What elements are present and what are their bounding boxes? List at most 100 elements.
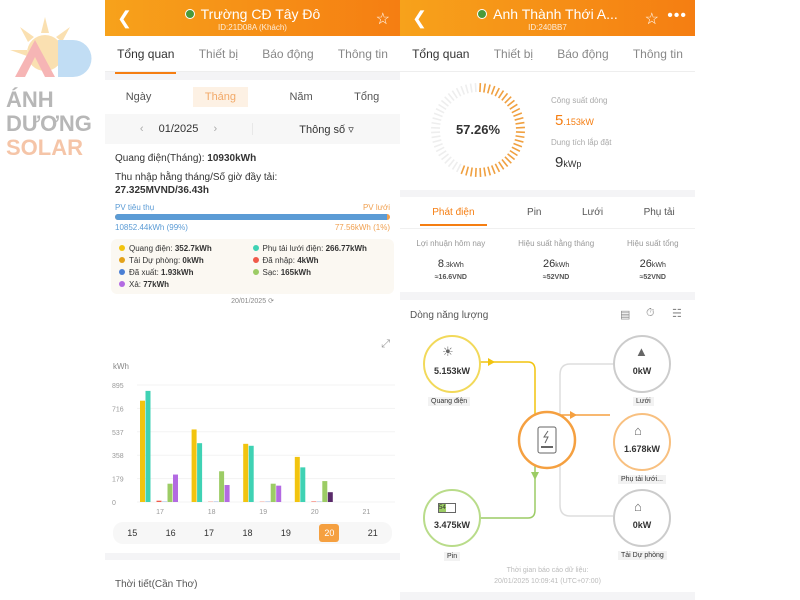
y-tick-label: 0 [112,500,116,507]
report-time: 20/01/2025 10:09:41 (UTC+07:00) [494,578,601,585]
timer-icon[interactable]: ⏱ [646,307,655,319]
energy-flow-diagram [423,335,671,547]
gauge-tick [486,84,491,94]
left-phone-screen: ❮ Trường CĐ Tây Đô ID:21D08A (Khách) ☆ T… [105,0,400,600]
subtab-load[interactable]: Phụ tải [643,207,675,218]
gauge-tick [451,161,459,170]
period-total[interactable]: Tổng [354,91,380,103]
load-power: 1.678kW [623,444,661,454]
prev-month-icon[interactable]: ‹ [139,123,144,135]
day-option[interactable]: 19 [280,528,291,538]
current-power: 5.153kW [555,112,594,129]
tab-overview[interactable]: Tổng quan [410,41,472,74]
pv-ratio-bar [115,214,390,220]
gauge-tick [483,167,487,177]
bar-Sạc-18 [219,471,225,502]
gauge-tick [444,96,452,104]
installed-capacity: 9kWp [555,154,582,171]
settings-sliders-icon[interactable]: ☵ [672,308,682,320]
y-tick-label: 537 [112,430,124,437]
subtab-generation[interactable]: Phát điện [420,199,487,226]
gauge-tick [483,83,487,93]
day-option[interactable]: 18 [242,528,253,538]
gauge-tick [464,84,469,94]
weather-card: Thời tiết(Cần Thơ) [105,560,400,600]
tab-info[interactable]: Thông tin [337,46,388,61]
subtab-grid[interactable]: Lưới [582,207,604,218]
plant-title: Trường CĐ Tây Đô [200,6,321,22]
refresh-icon: ⟳ [268,298,274,305]
tab-devices[interactable]: Thiết bị [198,46,239,61]
gauge-tick [460,165,466,175]
gauge-tick [451,90,458,99]
fullscreen-icon[interactable]: ⤢ [381,338,390,350]
gauge-tick [447,93,455,102]
house-backup-icon: ⌂ [634,499,642,514]
gauge-tick [487,166,492,176]
favorite-star-icon[interactable]: ☆ [644,11,659,28]
day-option[interactable]: 16 [165,528,176,538]
power-overview-card: 57.26% Công suất dòng 5.153kW Dung tích … [400,72,695,190]
bar-Xả-19 [276,485,282,502]
back-icon[interactable]: ❮ [117,8,133,28]
gauge-tick [509,149,518,157]
period-card: Ngày Tháng Năm Tổng ‹ 01/2025 › Thông số… [105,80,400,145]
bar-Xả-18 [224,485,230,502]
stat-item: Phụ tải lưới điện: 266.77kWh [252,244,387,253]
tab-alarms[interactable]: Báo động [262,46,314,61]
stat-item: Đã nhập: 4kWh [252,256,387,265]
bar-Quang-điện-17 [140,400,145,502]
power-tower-icon: ▲ [635,344,648,359]
favorite-star-icon[interactable]: ☆ [375,11,390,28]
more-icon[interactable]: ••• [667,7,687,24]
gauge-tick [501,158,509,167]
y-tick-label: 358 [112,453,124,460]
day-option[interactable]: 17 [204,528,215,538]
period-year[interactable]: Năm [289,91,313,103]
chart-card: ⤢ kWh 0 179 358 537 716 895 17 18 19 20 21 15 16 17 18… [105,338,400,553]
next-month-icon[interactable]: › [213,123,218,135]
x-tick-label: 17 [156,509,164,516]
gauge-tick [469,167,473,177]
gauge-tick [494,87,500,97]
bar-Phụ-tải-lưới-điện-18 [197,443,203,502]
params-filter-button[interactable]: Thông số ▿ [299,123,354,136]
tab-overview[interactable]: Tổng quan [115,41,177,74]
stat-item: Đã xuất: 1.93kWh [119,268,253,277]
day-option[interactable]: 21 [367,528,378,538]
list-icon[interactable]: ▤ [620,309,631,321]
bar-Xả-20 [327,492,333,502]
gauge-tick [435,108,445,114]
tab-devices[interactable]: Thiết bị [493,46,534,61]
y-tick-label: 895 [112,383,124,390]
x-tick-label: 18 [208,509,216,516]
subtab-battery[interactable]: Pin [527,207,542,218]
main-tabs: Tổng quan Thiết bị Báo động Thông tin [400,36,695,74]
tab-info[interactable]: Thông tin [632,46,683,61]
period-month[interactable]: Tháng [192,87,249,107]
metric-item: Lợi nhuận hôm nay 8.3kWh ≈16.6VND [416,239,486,281]
day-option[interactable]: 15 [127,528,138,538]
gauge-tick [438,150,447,157]
gauge-tick [515,135,525,139]
gauge-tick [494,163,501,173]
plant-id: ID:21D08A (Khách) [218,23,287,32]
back-icon[interactable]: ❮ [412,8,428,28]
backup-power: 0kW [632,520,652,530]
x-tick-label: 20 [311,509,319,516]
gauge-tick [511,107,521,114]
day-option[interactable]: 20 [319,524,340,542]
legend-dot [252,269,259,275]
main-tabs: Tổng quan Thiết bị Báo động Thông tin [105,36,400,74]
month-display[interactable]: 01/2025 [158,123,199,135]
gauge-tick [431,135,441,139]
bar-Phụ-tải-lưới-điện-20 [300,467,306,502]
gauge-tick [432,117,442,122]
battery-icon: 54 [438,503,456,513]
period-day[interactable]: Ngày [125,91,152,103]
bar-Xả-17 [173,474,178,502]
legend-dot [119,257,125,263]
tab-alarms[interactable]: Báo động [557,46,609,61]
gauge-tick [438,103,447,111]
bar-Quang-điện-18 [191,429,197,502]
